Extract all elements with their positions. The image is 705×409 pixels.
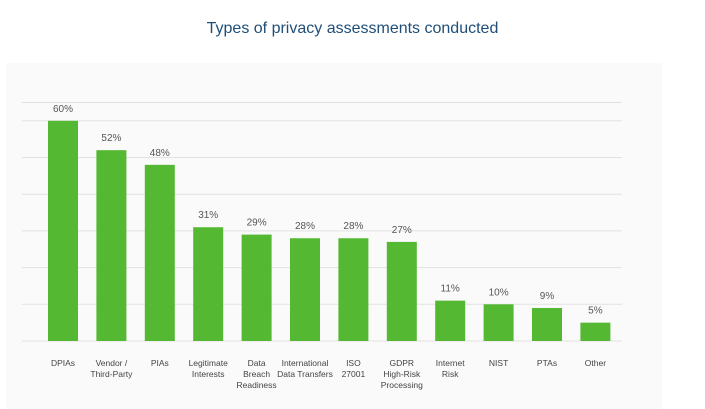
x-tick-label: NIST [489,358,508,368]
x-tick-label: Other [585,358,606,368]
data-label: 27% [392,225,412,236]
x-tick-label: DPIAs [51,358,75,368]
data-label: 60% [53,104,73,115]
bar [48,120,78,341]
chart-title: Types of privacy assessments conducted [206,20,499,37]
data-label: 5% [588,306,603,317]
bar [241,234,272,341]
data-label: 28% [295,221,315,232]
x-tick-label: PIAs [151,358,169,368]
bar [144,164,175,341]
bar [435,300,466,341]
x-tick-label: Vendor / Third-Party [90,358,133,379]
x-tick-label: PTAs [537,358,557,368]
x-tick-label: International Data Transfers [277,358,333,379]
bar [386,241,417,341]
data-label: 31% [198,210,218,221]
data-label: 52% [101,133,121,144]
bar [96,150,127,341]
data-label: 29% [247,218,267,229]
data-label: 48% [150,148,170,159]
bar [193,227,224,341]
bar [532,307,562,341]
x-tick-label: GDPR High-Risk Processing [381,358,423,390]
x-tick-label: Internet Risk [436,358,465,379]
x-tick-label: Data Breach Readiness [237,358,277,390]
x-tick-label: ISO 27001 [342,358,366,379]
x-tick-label: Legitimate Interests [189,358,228,379]
bar [580,322,611,341]
data-label: 10% [489,287,509,298]
data-label: 9% [540,291,555,302]
data-label: 28% [343,221,363,232]
bar [338,238,369,341]
data-label: 11% [441,284,460,295]
bar [483,304,514,341]
bar [290,238,320,341]
